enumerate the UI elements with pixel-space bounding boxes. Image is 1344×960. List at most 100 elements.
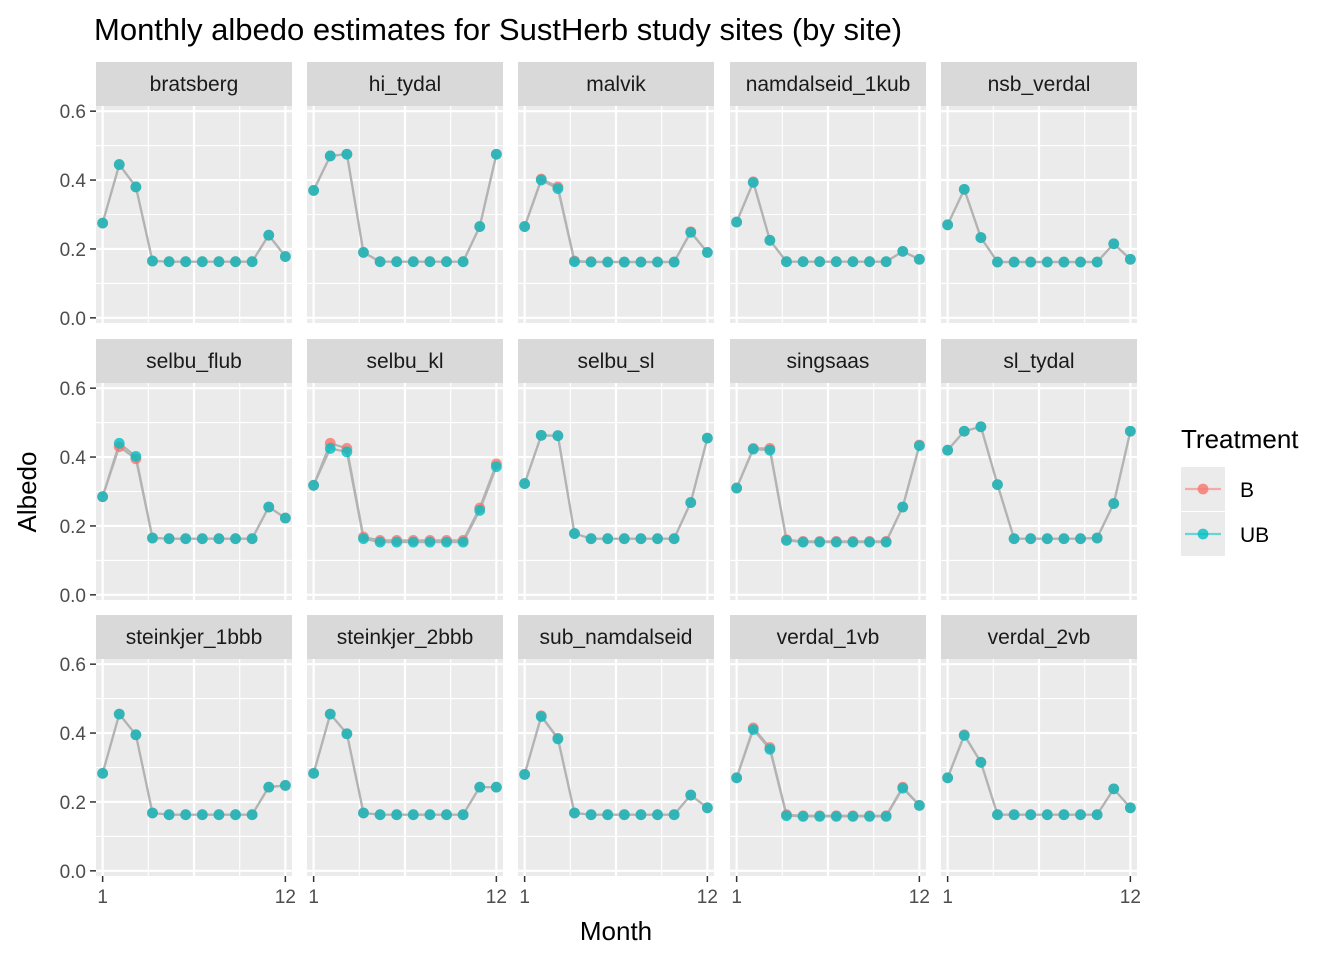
data-point-UB [668,533,680,545]
data-point-UB [424,256,436,268]
data-point-UB [163,809,175,821]
data-point-UB [942,444,954,456]
data-point-UB [441,256,452,268]
data-point-UB [731,772,743,784]
data-point-UB [830,811,842,822]
facet-strip-label: malvik [586,73,646,96]
facet-strip [730,339,926,383]
facet-strip [518,615,714,659]
data-point-UB [992,479,1003,491]
facet-strip-label: sub_namdalseid [540,626,693,649]
data-point-UB [880,256,892,268]
data-point-UB [490,461,502,473]
data-point-UB [130,729,142,741]
data-point-UB [781,535,792,546]
data-point-UB [180,256,192,268]
data-point-UB [701,432,713,444]
data-point-UB [196,256,208,268]
data-point-UB [1091,256,1103,268]
data-point-UB [147,255,158,267]
data-point-UB [246,533,258,545]
data-point-UB [519,221,531,232]
facet-strip-label: bratsberg [150,73,239,96]
data-point-UB [213,256,225,268]
data-point-UB [897,782,909,794]
data-point-UB [797,536,809,548]
data-point-UB [324,150,336,162]
data-point-UB [441,536,452,548]
data-point-UB [457,256,469,268]
facet-strip-label: sl_tydal [1003,350,1074,373]
facet-strip [518,62,714,106]
facet-strip-label: selbu_sl [577,350,654,373]
data-point-UB [781,810,792,822]
data-point-UB [180,533,192,545]
data-point-UB [113,437,125,449]
data-point-UB [1075,533,1086,545]
data-point-UB [535,429,547,441]
data-point-UB [263,229,275,241]
data-point-UB [975,756,987,768]
data-point-UB [535,174,547,186]
data-point-UB [230,809,241,821]
data-point-UB [668,256,680,268]
data-point-UB [685,227,697,238]
facet-panel-namdalseid_1kub: namdalseid_1kub [730,62,926,323]
data-point-UB [230,256,241,268]
data-point-UB [830,256,842,268]
data-point-UB [1108,783,1120,795]
y-axis-title: Albedo [12,452,42,533]
data-point-UB [668,809,680,821]
data-point-UB [913,253,925,265]
data-point-UB [992,256,1003,268]
data-point-UB [552,733,564,745]
data-point-UB [847,811,859,822]
data-point-UB [864,536,875,548]
facet-strip-label: selbu_kl [366,350,443,373]
data-point-UB [374,809,386,821]
data-point-UB [441,809,452,821]
data-point-UB [685,789,697,801]
facet-panel-selbu_sl: selbu_sl [518,339,714,600]
data-point-UB [97,767,109,779]
data-point-UB [569,256,580,268]
y-tick-label: 0.2 [60,793,86,814]
facet-strip-label: singsaas [787,350,870,373]
data-point-UB [474,781,486,793]
data-point-UB [992,809,1003,821]
data-point-UB [764,234,776,246]
data-point-UB [457,536,469,548]
data-point-UB [781,256,792,268]
x-tick-label: 1 [942,887,953,908]
facet-panel-nsb_verdal: nsb_verdal [941,62,1137,323]
data-point-UB [213,533,225,545]
data-point-UB [764,743,776,755]
facet-panel-sl_tydal: sl_tydal [941,339,1137,600]
facet-panel-sub_namdalseid: sub_namdalseid 1 12 [518,615,718,908]
data-point-UB [942,772,954,784]
data-point-UB [830,536,842,548]
data-point-UB [407,536,419,548]
y-tick-label: 0.4 [60,448,87,469]
data-point-UB [797,256,809,268]
data-point-UB [113,159,125,170]
legend-entry-B: B [1181,467,1254,511]
data-point-UB [391,256,403,268]
data-point-UB [147,807,158,819]
x-tick-label: 12 [1120,887,1141,908]
facet-strip [941,62,1137,106]
data-point-UB [424,536,436,548]
data-point-UB [880,536,892,548]
data-point-UB [1124,802,1136,814]
y-tick-label: 0.6 [60,379,86,400]
data-point-UB [618,809,630,821]
data-point-UB [1091,532,1103,544]
legend-label: B [1240,479,1254,502]
data-point-UB [358,807,369,819]
facet-strip [307,339,503,383]
data-point-UB [279,780,291,791]
data-point-UB [958,730,970,741]
data-point-UB [1058,256,1070,268]
data-point-UB [196,809,208,821]
